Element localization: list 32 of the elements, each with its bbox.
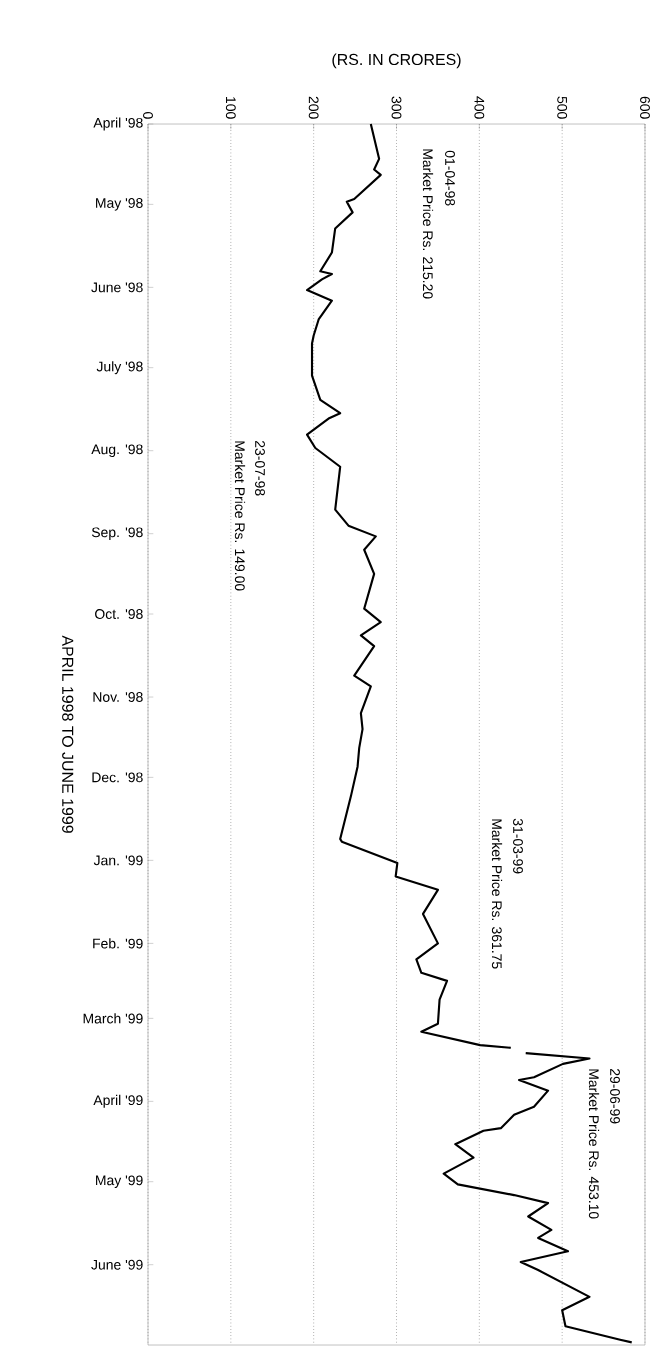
annotation: Market Price Rs. 453.10 <box>588 1069 600 1219</box>
y-tick-label: Jan. '99 <box>93 855 143 866</box>
y-tick-label: Dec. '98 <box>92 772 143 783</box>
y-tick-label: May '99 <box>96 1175 143 1189</box>
y-tick-label: June '98 <box>91 282 143 293</box>
annotation: Market Price Rs. 149.00 <box>234 441 246 591</box>
y-tick-label: Aug. '98 <box>91 444 143 458</box>
x-tick-label: 200 <box>308 96 319 119</box>
y-tick-label: May '98 <box>96 198 143 211</box>
annotation: 31-03-99 <box>513 818 523 874</box>
annotation: Market Price Rs. 215.20 <box>422 149 434 299</box>
x-tick-label: 300 <box>391 96 402 119</box>
x-tick-label: 500 <box>557 96 568 119</box>
y-tick-label: Oct. '98 <box>95 609 143 619</box>
x-axis-title: (RS. IN CRORES) <box>332 53 461 69</box>
y-tick-label: July '98 <box>96 361 143 375</box>
y-axis-title: APRIL 1998 TO JUNE 1999 <box>62 635 74 833</box>
annotation: 29-06-99 <box>610 1068 620 1124</box>
y-tick-label: Feb. '99 <box>93 938 143 949</box>
y-tick-label: March '99 <box>83 1013 143 1024</box>
y-tick-label: April '98 <box>93 117 143 131</box>
x-tick-label: 600 <box>640 96 650 119</box>
annotation: Market Price Rs. 361.75 <box>491 819 503 969</box>
x-tick-label: 100 <box>225 97 236 119</box>
y-tick-label: April '99 <box>93 1094 143 1108</box>
annotation: 01-04-98 <box>445 150 455 206</box>
y-tick-label: June '99 <box>91 1259 143 1270</box>
y-tick-label: Nov. '98 <box>93 692 143 702</box>
x-tick-label: 0 <box>143 112 153 119</box>
x-tick-label: 400 <box>474 96 485 119</box>
y-tick-label: Sep. '98 <box>91 527 143 541</box>
annotation: 23-07-98 <box>255 440 265 496</box>
